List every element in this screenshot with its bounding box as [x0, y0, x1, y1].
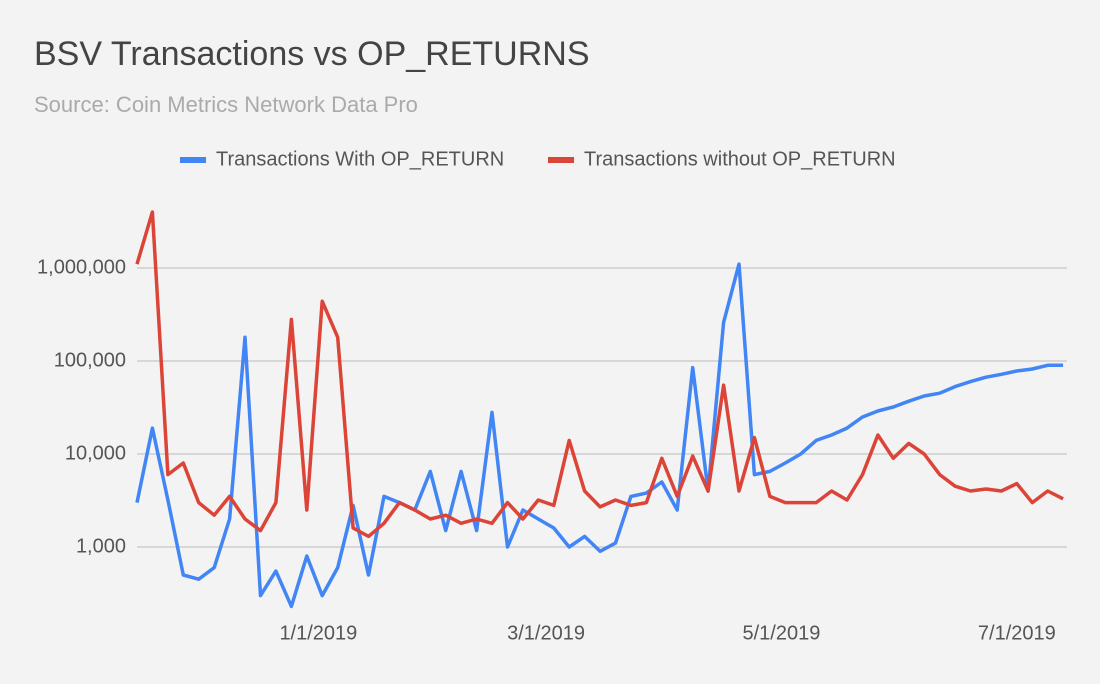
- legend-label: Transactions With OP_RETURN: [216, 148, 504, 170]
- chart-title: BSV Transactions vs OP_RETURNS: [34, 35, 590, 73]
- series-line: [135, 210, 1064, 539]
- x-tick-label: 5/1/2019: [743, 622, 821, 644]
- series-line: [135, 262, 1064, 609]
- chart-subtitle: Source: Coin Metrics Network Data Pro: [34, 92, 418, 117]
- x-tick-label: 7/1/2019: [978, 622, 1056, 644]
- y-tick-label: 1,000: [76, 535, 126, 557]
- x-tick-label: 3/1/2019: [507, 622, 585, 644]
- x-tick-label: 1/1/2019: [279, 622, 357, 644]
- y-tick-label: 1,000,000: [37, 256, 126, 278]
- y-tick-label: 100,000: [54, 349, 126, 371]
- y-tick-label: 10,000: [65, 442, 126, 464]
- legend-label: Transactions without OP_RETURN: [584, 148, 896, 170]
